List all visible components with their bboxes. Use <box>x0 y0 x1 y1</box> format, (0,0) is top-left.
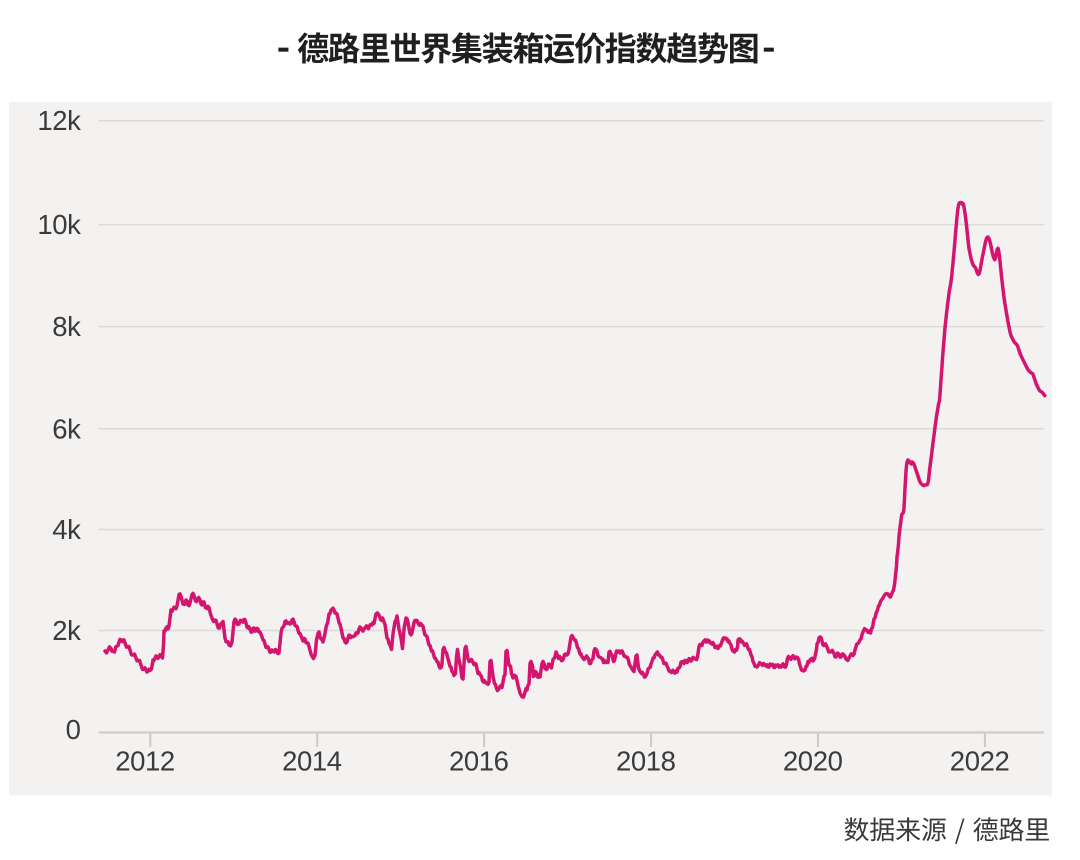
svg-text:2012: 2012 <box>115 746 175 777</box>
svg-text:4k: 4k <box>52 514 81 545</box>
svg-text:10k: 10k <box>37 209 81 240</box>
svg-text:2018: 2018 <box>616 746 676 777</box>
svg-text:2014: 2014 <box>282 746 342 777</box>
svg-text:6k: 6k <box>52 413 81 444</box>
svg-text:12k: 12k <box>37 105 81 136</box>
svg-text:2022: 2022 <box>950 746 1010 777</box>
svg-text:8k: 8k <box>52 311 81 342</box>
svg-text:2016: 2016 <box>449 746 509 777</box>
svg-text:2020: 2020 <box>783 746 843 777</box>
svg-text:2k: 2k <box>52 615 81 646</box>
svg-text:0: 0 <box>66 714 81 745</box>
